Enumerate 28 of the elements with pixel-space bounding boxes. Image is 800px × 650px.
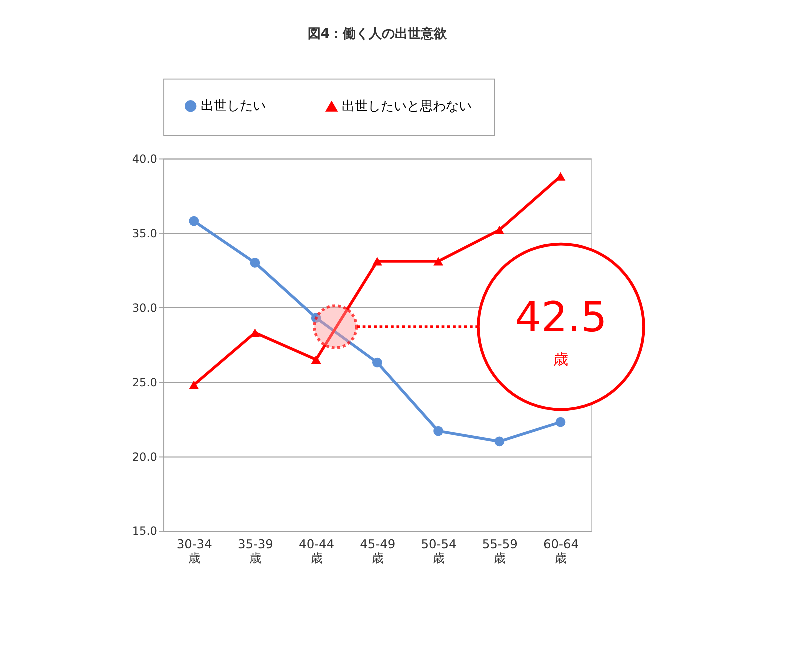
y-tick-label: 35.0: [132, 227, 158, 240]
point: [189, 380, 200, 390]
point: [372, 257, 382, 266]
point: [189, 216, 200, 226]
y-tick-label: 40.0: [132, 152, 158, 166]
point: [494, 436, 505, 447]
point: [250, 258, 260, 268]
point: [556, 417, 566, 428]
y-tick-label: 25.0: [132, 376, 158, 390]
legend-label: 出世したいと思わない: [342, 99, 472, 114]
y-tick-label: 30.0: [132, 302, 158, 315]
ref-line-label: 42.5 歳: [515, 294, 608, 369]
point: [434, 257, 444, 266]
x-tick-label: 30-34 歳: [176, 537, 213, 566]
point: [372, 358, 382, 368]
x-tick-label: 50-54 歳: [421, 537, 457, 566]
y-tick-label: 20.0: [132, 450, 158, 464]
chart-title: 図4：働く人の出世意欲: [308, 26, 448, 42]
point: [434, 426, 444, 436]
y-tick-label: 15.0: [132, 525, 158, 538]
x-tick-label: 40-44 歳: [299, 537, 335, 566]
x-tick-label: 35-39 歳: [238, 537, 274, 566]
legend-label: 出世したい: [201, 99, 266, 114]
x-tick-label: 45-49 歳: [360, 537, 396, 566]
point: [311, 356, 322, 364]
point: [494, 226, 505, 234]
x-tick-label: 55-59 歳: [482, 537, 518, 566]
x-tick-label: 60-64 歳: [543, 537, 580, 566]
